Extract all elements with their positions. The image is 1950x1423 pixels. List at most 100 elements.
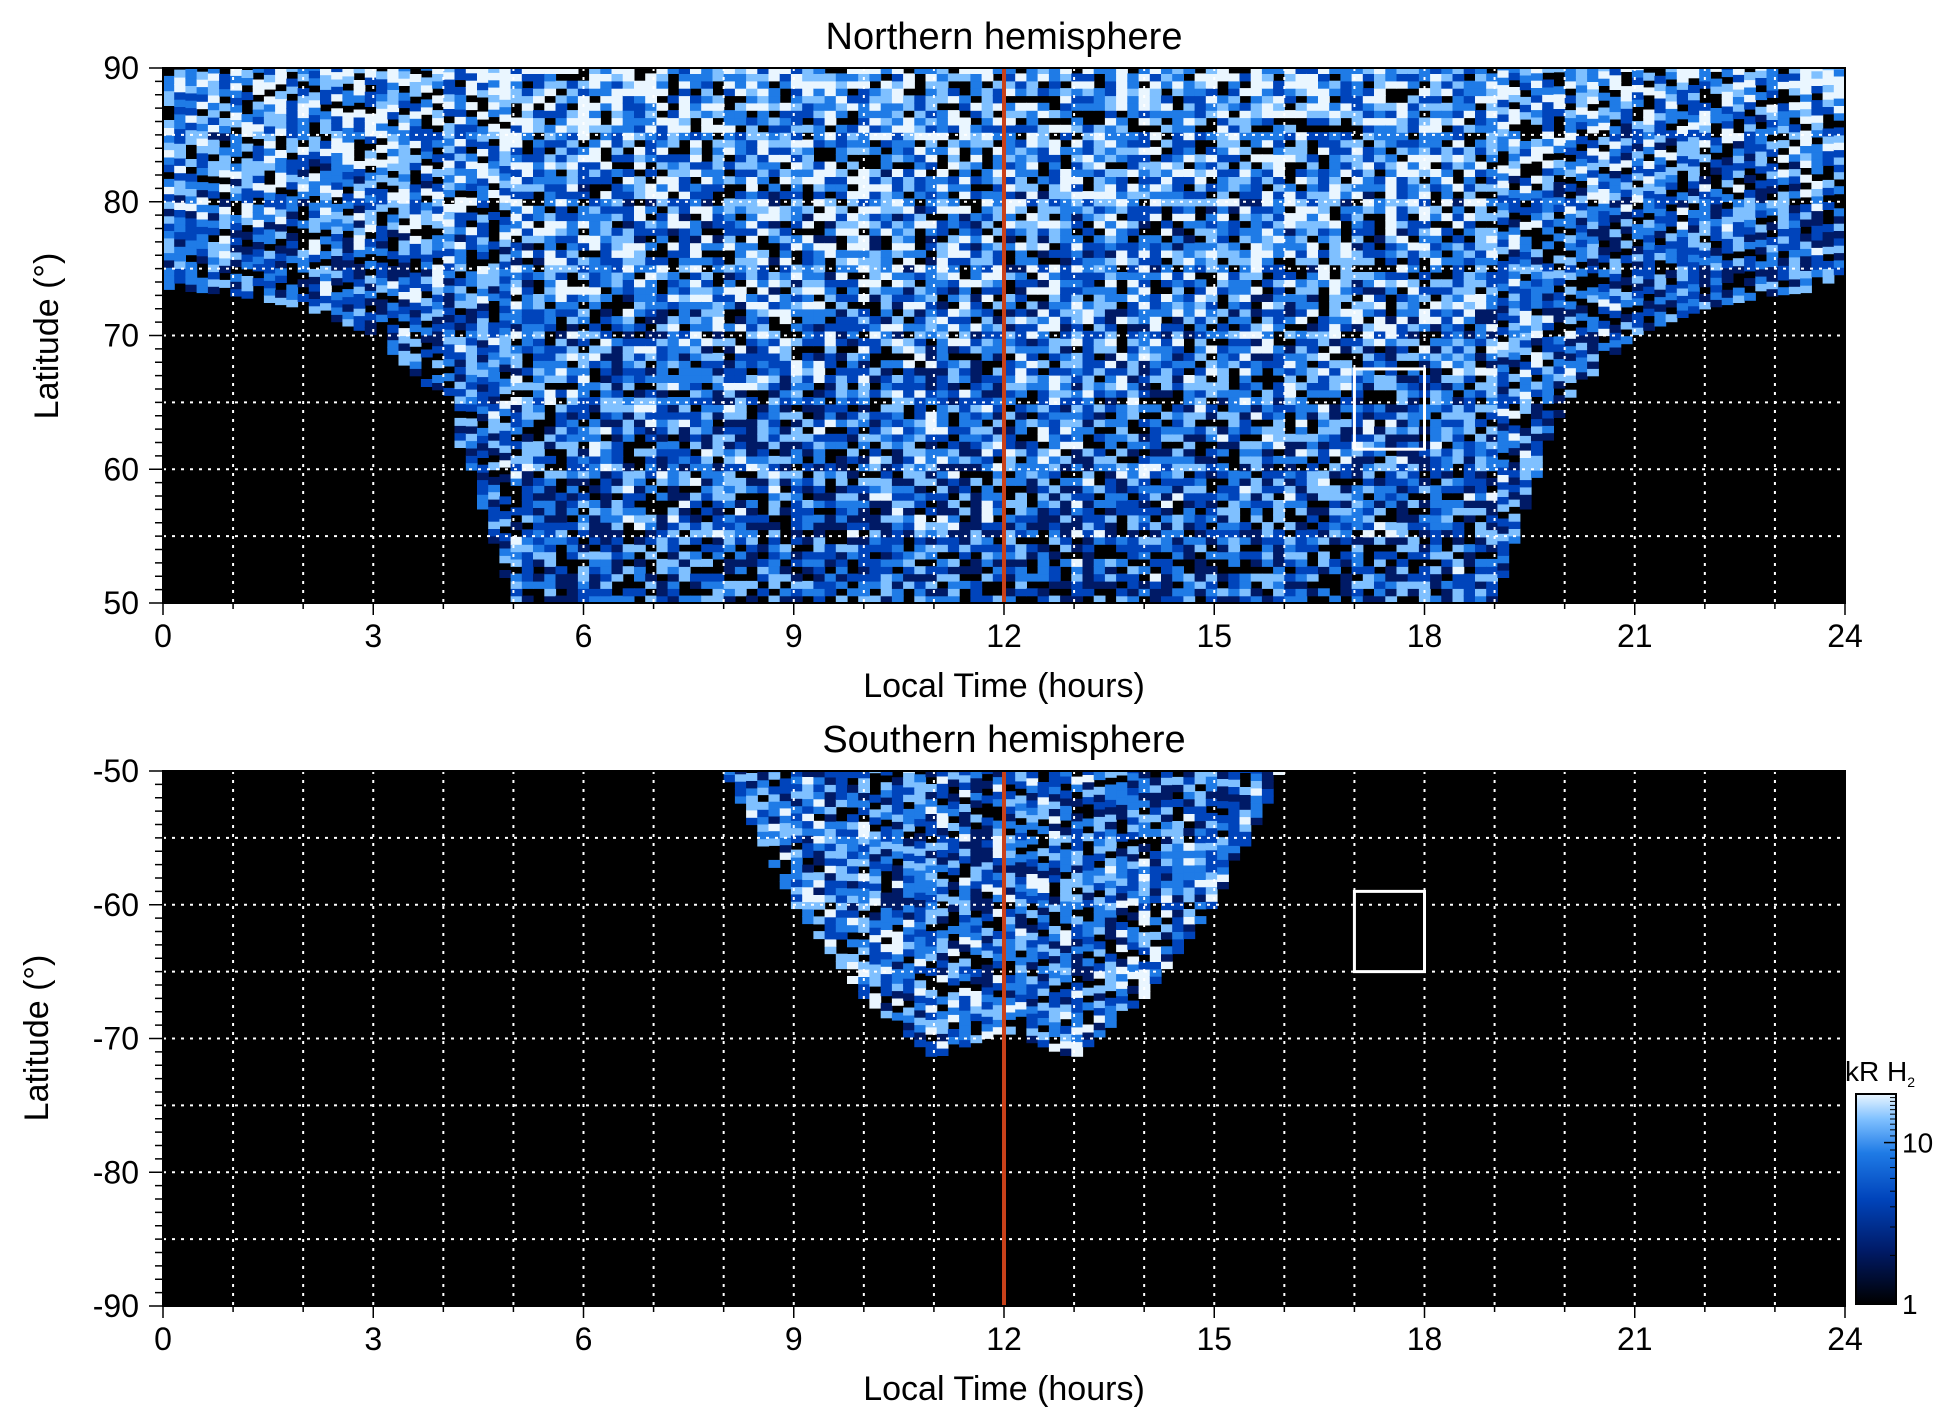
north-emission-cell [1161,169,1173,177]
north-emission-cell [925,102,938,111]
north-emission-cell [891,242,904,251]
north-emission-cell [981,213,994,222]
north-emission-cell [196,226,209,235]
north-emission-cell [533,161,545,170]
north-emission-cell [790,470,803,479]
north-emission-cell [869,345,882,354]
north-emission-cell [1082,146,1095,155]
north-emission-cell [667,139,680,148]
north-emission-cell [847,286,859,295]
north-emission-cell [1004,477,1016,486]
north-emission-cell [790,419,803,428]
north-emission-cell [174,253,186,262]
north-emission-cell [521,110,534,119]
north-emission-cell [544,389,557,398]
north-emission-cell [936,80,949,89]
north-emission-cell [241,114,254,123]
north-emission-cell [947,73,960,82]
north-emission-cell [1217,242,1229,251]
north-emission-cell [622,323,635,332]
north-emission-cell [690,279,702,288]
north-emission-cell [488,388,500,397]
north-emission-cell [1217,426,1229,435]
north-emission-cell [1205,426,1218,435]
north-emission-cell [174,179,186,188]
north-emission-cell [712,573,725,582]
north-emission-cell [488,410,500,419]
north-emission-cell [577,117,590,126]
north-emission-cell [1228,220,1241,229]
north-emission-cell [533,213,545,222]
north-emission-cell [914,117,927,126]
north-emission-cell [914,316,927,325]
north-emission-cell [1261,455,1274,464]
north-emission-cell [701,257,713,266]
north-emission-cell [1261,463,1274,472]
north-emission-cell [1048,522,1061,531]
north-emission-cell [196,86,209,95]
north-emission-cell [925,367,938,376]
north-emission-cell [1250,345,1263,354]
north-emission-cell [936,132,949,141]
north-emission-cell [1194,286,1207,295]
north-emission-cell [678,463,691,472]
north-emission-cell [701,301,713,310]
north-emission-cell [398,166,411,175]
north-emission-cell [521,382,534,391]
north-emission-cell [701,294,713,302]
north-emission-cell [533,522,545,531]
north-emission-cell [869,176,882,185]
north-emission-cell [1127,375,1140,383]
north-emission-cell [1172,352,1184,361]
north-emission-cell [1250,294,1263,302]
north-emission-cell [1138,455,1151,464]
north-emission-cell [499,143,512,152]
north-emission-cell [488,72,500,81]
north-emission-cell [443,108,456,117]
north-emission-cell [701,529,713,538]
north-emission-cell [947,272,960,280]
north-emission-cell [477,163,489,172]
north-emission-cell [263,295,276,303]
north-emission-cell [364,297,377,306]
north-emission-cell [914,205,927,214]
north-emission-cell [320,177,332,186]
north-emission-cell [286,130,299,139]
north-emission-cell [835,566,848,575]
north-emission-cell [387,214,400,223]
north-emission-cell [196,248,209,257]
north-emission-cell [903,73,915,82]
north-emission-cell [252,101,265,110]
north-emission-cell [757,323,770,332]
north-emission-cell [1149,176,1162,185]
north-emission-cell [656,455,669,464]
north-emission-cell [936,308,949,317]
north-emission-cell [1127,500,1140,508]
north-emission-cell [297,117,310,126]
north-emission-cell [1250,213,1263,222]
north-emission-cell [824,433,837,442]
north-emission-cell [1172,272,1184,280]
north-emission-cell [992,558,1005,567]
north-emission-cell [1183,588,1196,597]
north-emission-cell [1261,330,1274,339]
north-emission-cell [241,209,254,218]
north-emission-cell [959,294,971,302]
north-emission-cell [275,150,287,158]
north-emission-cell [499,69,512,78]
north-emission-cell [196,71,209,80]
north-emission-cell [690,338,702,347]
north-emission-cell [1228,139,1241,148]
north-emission-cell [802,514,814,523]
north-emission-cell [533,316,545,325]
north-emission-cell [678,419,691,428]
north-emission-cell [992,191,1005,200]
north-emission-cell [656,191,669,200]
north-emission-cell [521,161,534,170]
north-emission-cell [1239,169,1252,177]
north-emission-cell [1205,566,1218,575]
north-emission-cell [499,91,512,100]
north-emission-cell [1093,301,1106,310]
north-emission-cell [678,279,691,288]
north-emission-cell [398,181,411,189]
